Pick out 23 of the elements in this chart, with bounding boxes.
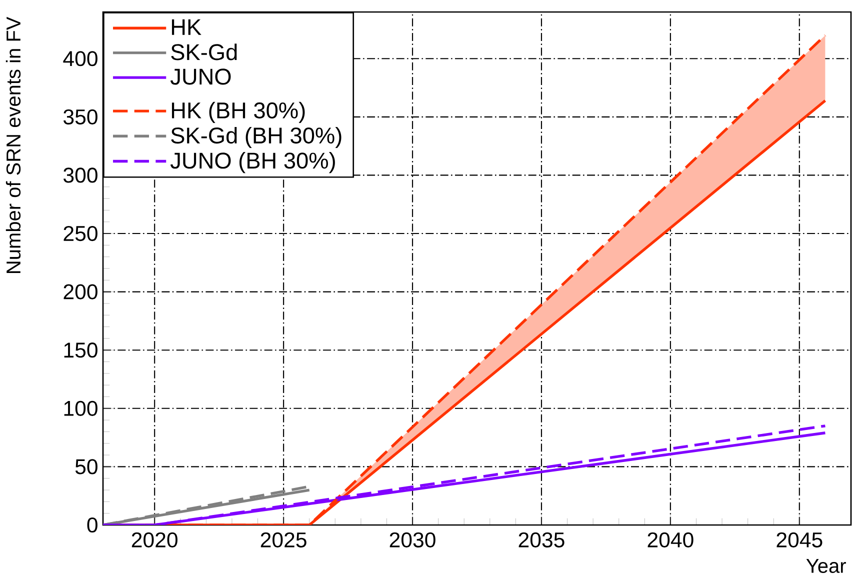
legend-label: JUNO (BH 30%): [170, 152, 335, 174]
y-tick-label: 50: [75, 459, 98, 474]
x-tick-label: 2030: [390, 532, 436, 548]
y-tick-label: 100: [64, 400, 98, 416]
legend-label: HK (BH 30%): [172, 102, 305, 123]
x-tick-label: 2025: [260, 532, 306, 548]
x-axis-title: Year: [806, 559, 846, 573]
y-tick-label: 0: [87, 517, 98, 533]
y-axis-title: Number of SRN events in FV: [6, 16, 21, 273]
y-tick-label: 300: [64, 168, 98, 183]
legend-label: JUNO: [170, 68, 231, 85]
x-tick-label: 2045: [776, 532, 822, 548]
legend-label: SK-Gd (BH 30%): [171, 126, 342, 148]
y-tick-label: 150: [64, 342, 98, 358]
y-tick-label: 200: [64, 284, 98, 300]
legend-label: HK: [172, 19, 202, 35]
y-tick-label: 400: [63, 51, 98, 66]
x-tick-label: 2020: [132, 532, 178, 548]
legend-label: SK-Gd: [171, 44, 237, 60]
y-tick-label: 250: [64, 226, 98, 242]
x-tick-label: 2040: [648, 532, 694, 548]
x-tick-label: 2035: [518, 532, 564, 548]
y-tick-label: 350: [64, 109, 98, 124]
